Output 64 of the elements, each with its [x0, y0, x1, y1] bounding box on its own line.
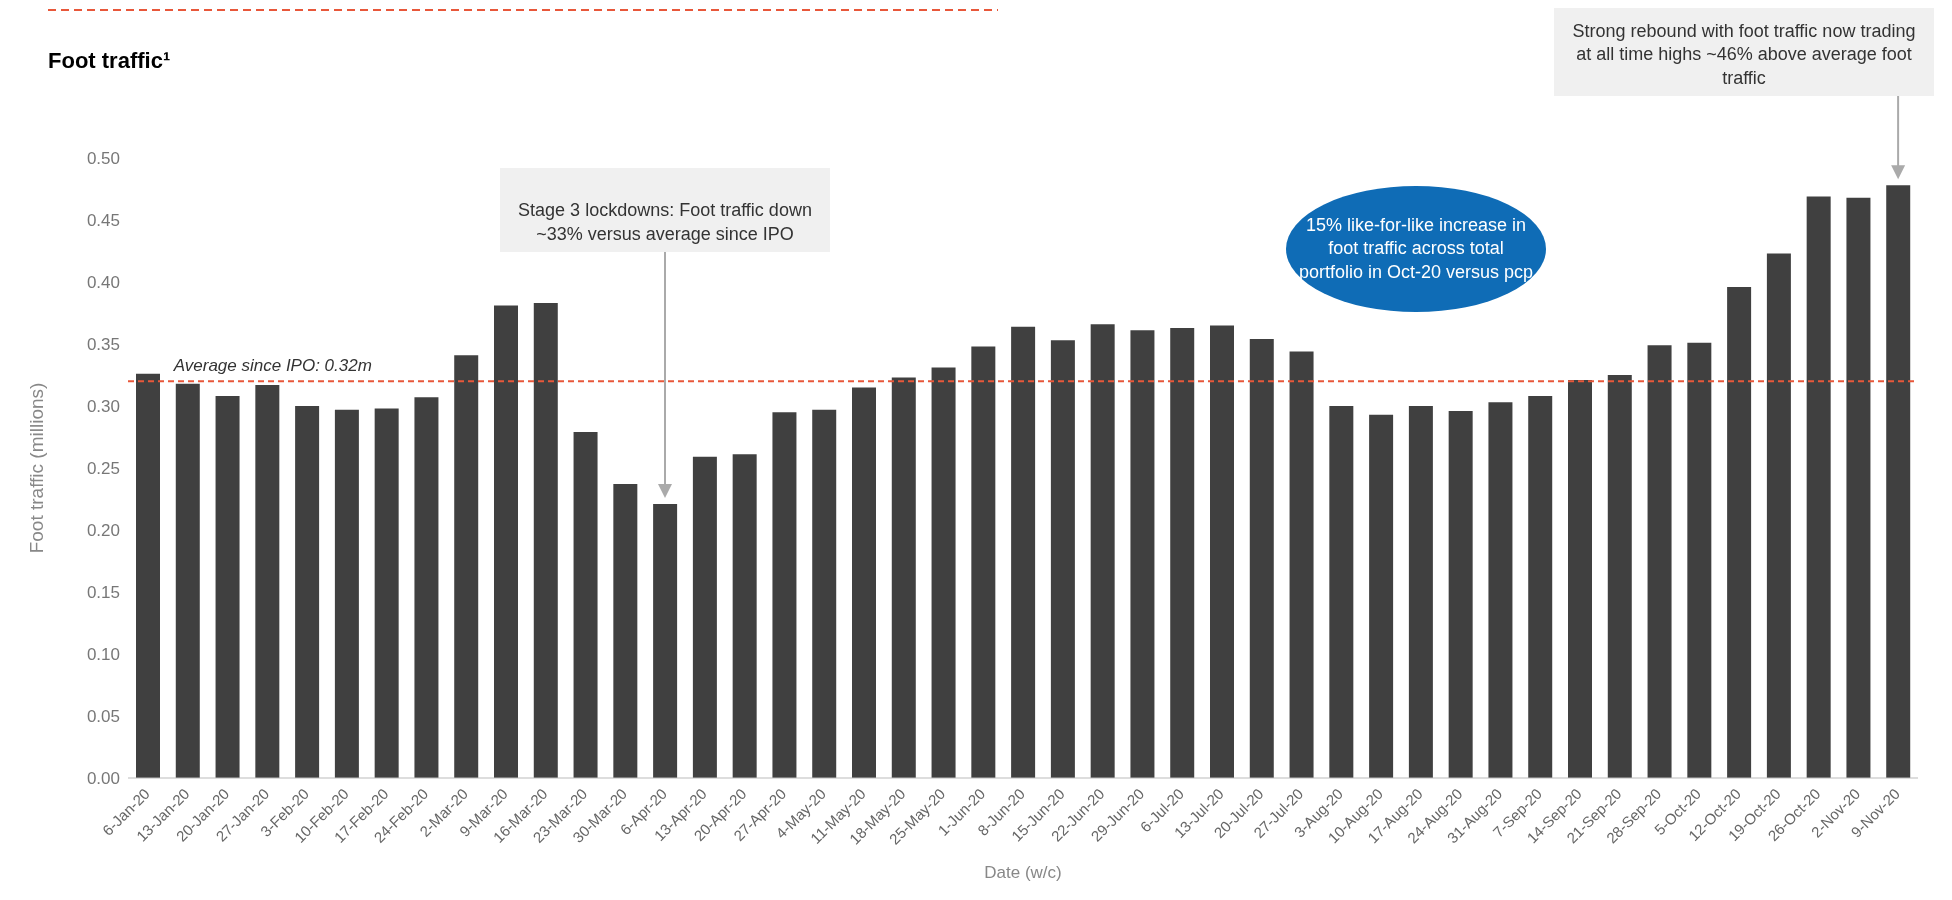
- y-tick-label: 0.45: [86, 211, 120, 231]
- bar: [573, 432, 598, 778]
- y-tick-label: 0.05: [86, 707, 120, 727]
- bar: [175, 383, 200, 778]
- bar: [533, 303, 558, 778]
- bar: [1846, 197, 1871, 778]
- bar: [1210, 325, 1234, 778]
- y-tick-label: 0.00: [86, 769, 120, 789]
- bar: [1011, 326, 1036, 778]
- y-tick-label: 0.40: [86, 273, 120, 293]
- bar: [454, 355, 479, 778]
- bar: [494, 305, 518, 778]
- bar: [1050, 340, 1075, 778]
- bar: [255, 384, 280, 778]
- bar: [1369, 414, 1394, 778]
- y-tick-label: 0.10: [86, 645, 120, 665]
- bar: [1647, 345, 1672, 778]
- bar: [772, 412, 797, 778]
- bar: [374, 408, 399, 778]
- bar: [1488, 402, 1513, 778]
- bar: [1090, 324, 1115, 778]
- y-tick-label: 0.20: [86, 521, 120, 541]
- y-tick-label: 0.50: [86, 149, 120, 169]
- bar: [971, 346, 996, 778]
- bar: [1886, 185, 1911, 778]
- x-axis-title: Date (w/c): [984, 863, 1062, 882]
- bar: [414, 397, 439, 778]
- bar: [1448, 410, 1473, 778]
- bar: [653, 503, 678, 778]
- chart-title: Foot traffic¹: [48, 48, 171, 74]
- bar: [1766, 253, 1791, 778]
- bar: [1170, 327, 1195, 778]
- annotation: Stage 3 lockdowns: Foot traffic down ~33% versus average since IPO: [518, 199, 812, 246]
- bar: [613, 484, 638, 778]
- ref-line-label: Average since IPO: 0.32m: [172, 356, 372, 376]
- bar: [1687, 342, 1712, 778]
- bar: [732, 454, 757, 778]
- callout-box: Strong rebound with foot traffic now trading at all time highs ~46% above average foot traffic: [1554, 8, 1934, 96]
- bar: [334, 409, 359, 778]
- bar: [852, 387, 876, 778]
- bar: [295, 406, 320, 778]
- bar: [1806, 196, 1831, 778]
- bar: [1289, 351, 1314, 778]
- y-tick-label: 0.15: [86, 583, 120, 603]
- y-axis-title: Foot traffic (millions): [25, 382, 47, 554]
- oval-badge: 15% like-for-like increase in foot traffic across total portfolio in Oct-20 versus pcp: [1286, 186, 1546, 312]
- bar: [891, 377, 916, 778]
- bar: [1130, 330, 1155, 778]
- y-tick-label: 0.35: [86, 335, 120, 355]
- y-tick-label: 0.30: [86, 397, 120, 417]
- bar: [215, 396, 240, 778]
- bar: [1329, 406, 1354, 778]
- bar: [692, 456, 717, 778]
- bar: [1528, 396, 1553, 778]
- bar: [1408, 406, 1433, 778]
- bar: [136, 373, 160, 778]
- bar: [1727, 286, 1752, 778]
- bar: [931, 367, 956, 778]
- callout-box: Stage 3 lockdowns: Foot traffic down ~33% versus average since IPO: [500, 168, 830, 252]
- bar: [1249, 339, 1274, 778]
- bar: [1607, 375, 1632, 778]
- y-tick-label: 0.25: [86, 459, 120, 479]
- bar: [812, 409, 837, 778]
- bar: [1568, 379, 1592, 778]
